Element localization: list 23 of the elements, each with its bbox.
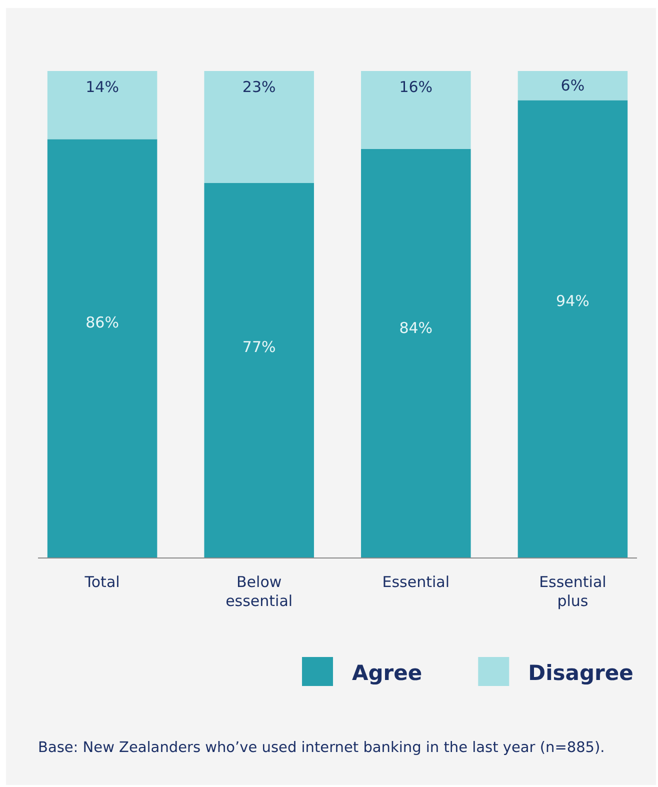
bar xyxy=(47,71,158,140)
data-label: 77% xyxy=(242,338,276,356)
data-label: 14% xyxy=(86,78,119,96)
bar xyxy=(518,71,628,100)
bar xyxy=(47,139,158,558)
data-label: 86% xyxy=(86,314,119,332)
x-tick-label: Essential xyxy=(382,573,450,591)
legend-label: Disagree xyxy=(528,661,634,685)
text: Base: New Zealanders who’ve used internet banking in the last year (n=885). xyxy=(38,740,605,756)
bar xyxy=(518,100,628,558)
x-tick-label: Essential plus xyxy=(539,573,606,610)
bar xyxy=(204,71,314,184)
bar xyxy=(361,71,471,149)
bar xyxy=(204,183,314,558)
data-label: 84% xyxy=(399,319,433,338)
bar xyxy=(361,148,471,558)
legend-label: Agree xyxy=(352,661,422,685)
x-tick-label: Below essential xyxy=(226,573,293,610)
data-label: 16% xyxy=(399,78,433,96)
data-label: 23% xyxy=(242,78,276,96)
data-label: 94% xyxy=(556,292,590,310)
x-tick-label: Total xyxy=(84,573,120,591)
data-label: 6% xyxy=(560,76,585,95)
